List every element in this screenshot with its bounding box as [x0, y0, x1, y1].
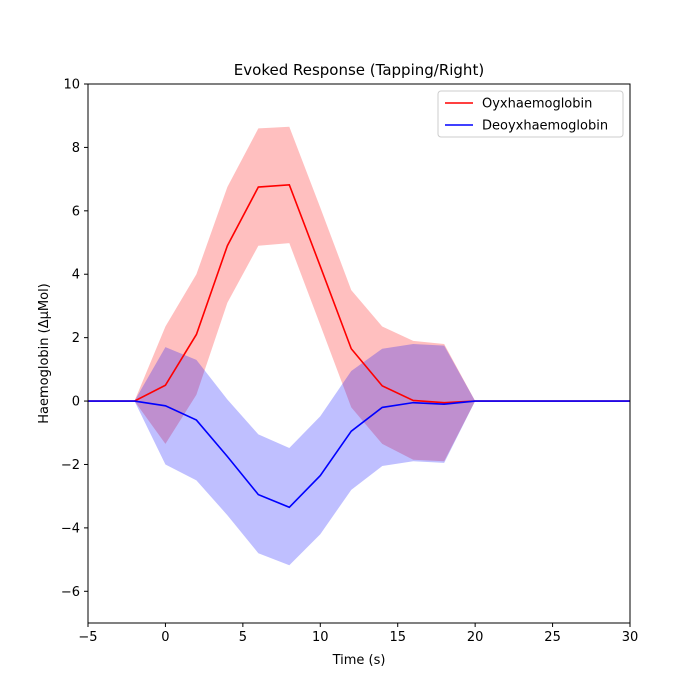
- y-tick-label: 8: [72, 141, 80, 156]
- x-tick-label: 10: [312, 630, 329, 645]
- y-tick-label: −6: [61, 585, 80, 600]
- x-axis-label: Time (s): [332, 653, 386, 668]
- y-tick-label: −2: [61, 458, 80, 473]
- plot-frame: [87, 83, 631, 624]
- y-tick-label: 2: [72, 331, 80, 346]
- x-tick-label: −5: [78, 630, 97, 645]
- y-axis-label: Haemoglobin (ΔµMol): [37, 283, 52, 424]
- x-tick-label: 25: [544, 630, 561, 645]
- confidence-bands: [88, 126, 630, 566]
- x-tick-label: 0: [161, 630, 169, 645]
- series-lines: [88, 183, 630, 509]
- x-tick-label: 5: [239, 630, 247, 645]
- line-deoxy: [88, 400, 630, 509]
- legend-box: [437, 90, 624, 138]
- x-tick-label: 20: [467, 630, 484, 645]
- line-oxy: [88, 183, 630, 404]
- y-tick-label: 0: [72, 395, 80, 410]
- x-tick-label: 30: [622, 630, 639, 645]
- x-tick-label: 15: [389, 630, 406, 645]
- band-deoxy: [88, 343, 630, 566]
- legend-label: Deoyxhaemoglobin: [482, 119, 608, 134]
- chart-title: Evoked Response (Tapping/Right): [234, 61, 484, 79]
- y-axis-ticks: −6 −4 −2 0 2 4 6 8 10: [61, 78, 88, 600]
- y-tick-label: 6: [72, 204, 80, 219]
- x-axis-ticks: −5 0 5 10 15 20 25 30: [78, 623, 638, 645]
- legend: Oyxhaemoglobin Deoyxhaemoglobin: [437, 90, 624, 138]
- y-tick-label: 10: [63, 78, 80, 93]
- y-tick-label: 4: [72, 268, 80, 283]
- y-tick-label: −4: [61, 521, 80, 536]
- legend-label: Oyxhaemoglobin: [482, 97, 592, 112]
- band-oxy: [88, 126, 630, 462]
